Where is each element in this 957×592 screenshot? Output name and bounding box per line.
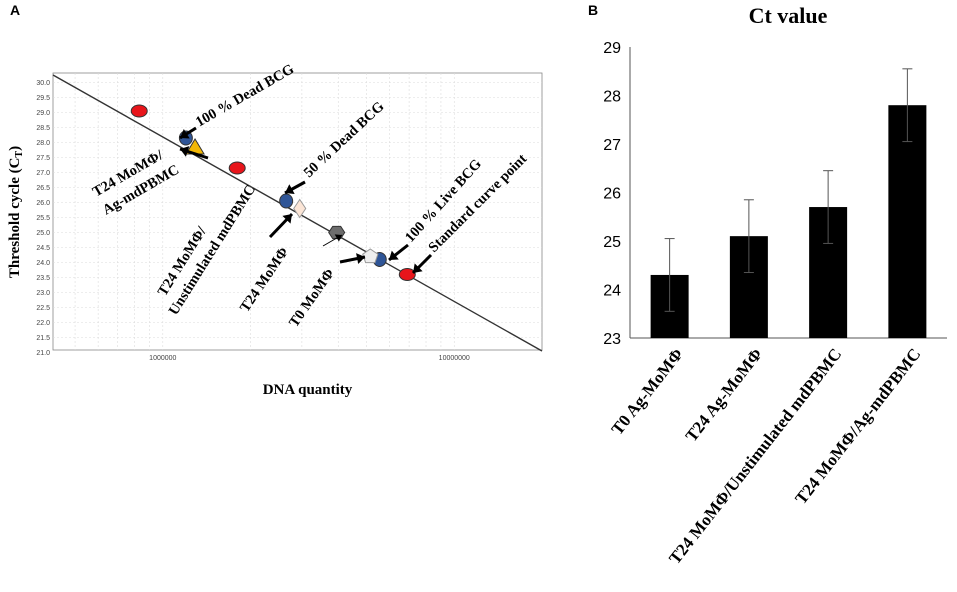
ytick-a-6: 24.0: [36, 260, 50, 267]
point-t24-unstim: [293, 198, 307, 219]
ytick-a-17: 29.5: [36, 95, 50, 102]
bar-3: [888, 105, 927, 338]
ytick-a-12: 27.0: [36, 170, 50, 177]
xtick-a-1: 10000000: [439, 355, 470, 362]
ytick-a-8: 25.0: [36, 230, 50, 237]
xtick-b-1: T24 Ag-MoMΦ: [682, 345, 766, 446]
xlabel-a: DNA quantity: [263, 382, 353, 398]
arrow-live-100-head: [389, 250, 399, 260]
arrow-dead-100-head: [180, 129, 190, 139]
chart-a-svg: 21.0 21.5 22.0 22.5 23.0 23.5 24.0 24.5 25.0 25.5…: [7, 61, 543, 398]
ytick-b-2: 25: [603, 234, 621, 251]
ylabel-a: Threshold cycle (CT): [7, 146, 25, 278]
ytick-b-3: 26: [603, 186, 621, 203]
xtick-b-2: T24 MoMΦ/Unstimulated mdPBMC: [665, 345, 845, 568]
ytick-a-13: 27.5: [36, 155, 50, 162]
arrow-t0-head: [356, 253, 365, 265]
xtick-b-0: T0 Ag-MoMΦ: [608, 345, 687, 439]
ytick-a-1: 21.5: [36, 335, 50, 342]
arrow-t24-unstim-head: [282, 214, 292, 224]
ylabel-a-sub: T: [14, 151, 25, 158]
ytick-a-18: 30.0: [36, 80, 50, 87]
ytick-a-5: 23.5: [36, 275, 50, 282]
ytick-a-14: 28.0: [36, 140, 50, 147]
ytick-a-9: 25.5: [36, 215, 50, 222]
panel-a-label: A: [10, 2, 21, 18]
ytick-a-2: 22.0: [36, 320, 50, 327]
ytick-a-11: 26.5: [36, 185, 50, 192]
arrow-dead-50-head: [285, 184, 295, 195]
point-std-2: [228, 161, 246, 175]
arrow-std-head: [413, 263, 423, 273]
ylabel-a-close: ): [7, 146, 23, 151]
ytick-b-0: 23: [603, 331, 621, 348]
ytick-b-1: 24: [603, 283, 621, 300]
ytick-a-10: 26.0: [36, 200, 50, 207]
point-std-3: [398, 268, 416, 281]
arrow-t24-head: [334, 234, 342, 242]
ytick-b-6: 29: [603, 40, 621, 57]
ytick-a-4: 23.0: [36, 290, 50, 297]
xtick-a-0: 1000000: [149, 355, 176, 362]
point-std-1: [130, 104, 148, 118]
arrow-t24-ag-head: [180, 146, 190, 157]
ytick-a-15: 28.5: [36, 125, 50, 132]
panel-b-label: B: [588, 2, 599, 18]
ytick-b-4: 27: [603, 137, 621, 154]
point-t0: [362, 248, 379, 264]
ytick-b-5: 28: [603, 89, 621, 106]
ytick-a-3: 22.5: [36, 305, 50, 312]
ytick-a-0: 21.0: [36, 350, 50, 357]
chart-b-title: Ct value: [749, 3, 828, 28]
ytick-a-16: 29.0: [36, 110, 50, 117]
ytick-a-7: 24.5: [36, 245, 50, 252]
